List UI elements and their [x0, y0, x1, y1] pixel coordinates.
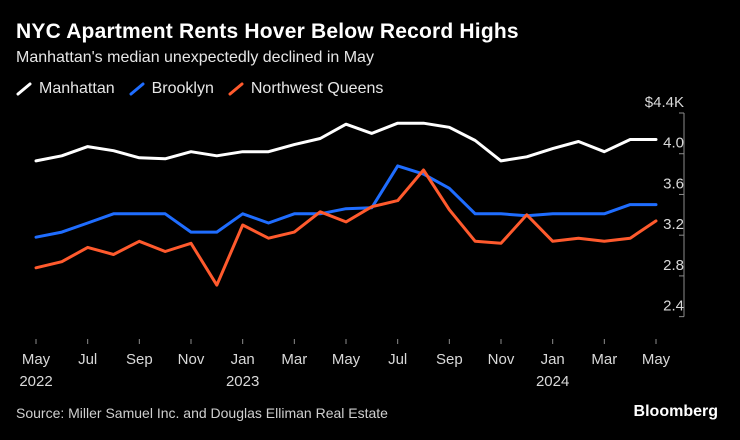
x-tick-label: May	[22, 351, 51, 368]
x-year-label: 2023	[226, 373, 259, 390]
x-tick-label: May	[642, 351, 671, 368]
x-tick-label: May	[332, 351, 361, 368]
series-line-brooklyn	[34, 164, 658, 239]
x-year-label: 2022	[19, 373, 52, 390]
y-tick-label: 2.4	[663, 298, 684, 315]
y-tick-label: 3.2	[663, 216, 684, 233]
bloomberg-logo: Bloomberg	[633, 403, 718, 420]
x-tick-label: Mar	[281, 351, 307, 368]
y-tick-label: 4.0	[663, 135, 684, 152]
legend-label-manhattan: Manhattan	[39, 80, 115, 97]
series-line-manhattan	[34, 121, 658, 163]
x-tick-label: Sep	[436, 351, 463, 368]
y-tick-label: 2.8	[663, 257, 684, 274]
legend: Manhattan Brooklyn Northwest Queens	[16, 80, 383, 98]
legend-item-brooklyn: Brooklyn	[129, 80, 214, 98]
x-tick-label: Mar	[591, 351, 617, 368]
x-tick-label: Nov	[488, 351, 515, 368]
legend-label-brooklyn: Brooklyn	[151, 80, 214, 97]
x-tick-label: Jan	[231, 351, 255, 368]
legend-label-northwest-queens: Northwest Queens	[250, 80, 384, 97]
legend-item-northwest-queens: Northwest Queens	[228, 80, 384, 98]
legend-swatch-manhattan	[16, 82, 32, 96]
chart-subtitle: Manhattan's median unexpectedly declined…	[16, 49, 374, 66]
x-tick-label: Nov	[178, 351, 205, 368]
y-tick-label: $4.4K	[645, 94, 684, 111]
x-year-label: 2024	[536, 373, 569, 390]
x-tick-label: Jul	[78, 351, 97, 368]
legend-swatch-brooklyn	[129, 82, 145, 96]
legend-item-manhattan: Manhattan	[16, 80, 115, 98]
series-line-northwest-queens	[34, 168, 658, 287]
x-tick-label: Jul	[388, 351, 407, 368]
legend-swatch-northwest-queens	[228, 82, 244, 96]
source-note: Source: Miller Samuel Inc. and Douglas E…	[16, 405, 388, 421]
x-tick-label: Jan	[541, 351, 565, 368]
y-tick-label: 3.6	[663, 175, 684, 192]
x-tick-label: Sep	[126, 351, 153, 368]
chart-title: NYC Apartment Rents Hover Below Record H…	[16, 20, 519, 43]
